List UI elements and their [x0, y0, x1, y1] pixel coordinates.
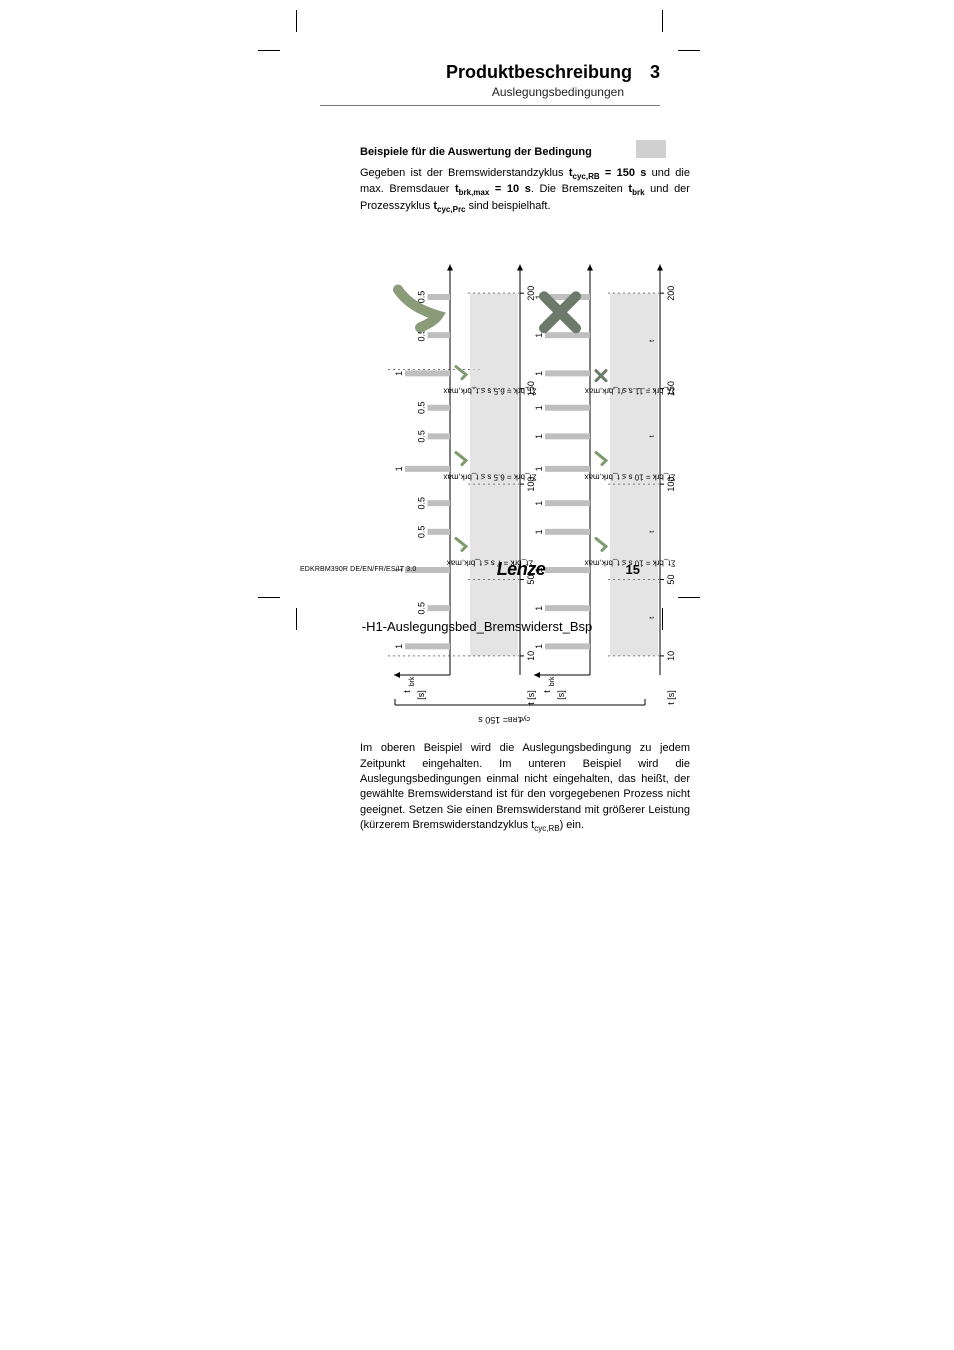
svg-text:0.5: 0.5: [417, 291, 427, 304]
svg-text:Σt_brk = 11 s ≰ t_brk,max: Σt_brk = 11 s ≰ t_brk,max: [585, 387, 675, 396]
svg-text:0.5: 0.5: [417, 526, 427, 539]
header-subtitle: Auslegungsbedingungen: [320, 85, 624, 99]
intro-paragraph: Gegeben ist der Bremswiderstandzyklus tc…: [360, 166, 690, 215]
svg-text:Σt_brk = 6.5 s ≤ t_brk,max: Σt_brk = 6.5 s ≤ t_brk,max: [443, 473, 536, 482]
svg-text:t [s]: t [s]: [666, 690, 676, 705]
value: = 150 s: [600, 167, 647, 179]
svg-text:t: t: [649, 531, 656, 533]
svg-text:1: 1: [534, 333, 544, 338]
chapter-number: 3: [650, 62, 660, 83]
text: sind beispielhaft.: [466, 200, 551, 212]
svg-text:brk: brk: [549, 676, 556, 686]
svg-text:[s]: [s]: [416, 690, 426, 700]
crop-mark: [662, 10, 663, 32]
svg-text:Σt_brk = 6.5 s ≤ t_brk,max: Σt_brk = 6.5 s ≤ t_brk,max: [443, 387, 536, 396]
subscript: cyc,Prc: [437, 205, 465, 214]
main-content: Beispiele für die Auswertung der Bedingu…: [360, 146, 690, 834]
page: Produktbeschreibung 3 Auslegungsbedingun…: [0, 0, 954, 880]
subscript: brk: [632, 189, 644, 198]
svg-text:0.5: 0.5: [417, 497, 427, 510]
document-id: EDKRBM390R DE/EN/FR/ES/IT 3.0: [300, 566, 416, 573]
page-footer: EDKRBM390R DE/EN/FR/ES/IT 3.0 Lenze 15: [300, 559, 640, 580]
svg-text:1: 1: [534, 405, 544, 410]
svg-text:0.5: 0.5: [417, 602, 427, 615]
svg-text:= 150 s: = 150 s: [478, 715, 508, 725]
brand-logo: Lenze: [497, 559, 546, 580]
crop-mark: [678, 50, 700, 51]
slug-line: -H1-Auslegungsbed_Bremswiderst_Bsp: [0, 619, 954, 634]
thumb-tab: [636, 140, 666, 158]
svg-text:1: 1: [534, 606, 544, 611]
svg-text:t: t: [402, 690, 412, 693]
svg-text:t [s]: t [s]: [526, 690, 536, 705]
text: Gegeben ist der Bremswiderstandzyklus: [360, 167, 569, 179]
subscript: brk,max: [459, 189, 490, 198]
svg-text:200: 200: [666, 286, 676, 301]
crop-mark: [678, 597, 700, 598]
svg-text:10: 10: [526, 651, 536, 661]
subscript: cyc,RB: [534, 824, 559, 833]
page-number: 15: [626, 562, 640, 577]
text: . Die Bremszeiten: [531, 183, 629, 195]
explanation-paragraph: Im oberen Beispiel wird die Auslegungsbe…: [360, 741, 690, 834]
svg-text:0.5: 0.5: [417, 430, 427, 443]
svg-text:1: 1: [534, 501, 544, 506]
svg-text:1: 1: [534, 644, 544, 649]
svg-text:brk: brk: [409, 676, 416, 686]
chart-svg: tcyc,RB = 150 s10.510.50.510.50.510.50.5…: [360, 225, 680, 725]
svg-text:t: t: [649, 435, 656, 437]
svg-text:cyc,RB: cyc,RB: [508, 715, 531, 722]
svg-text:1: 1: [394, 371, 404, 376]
svg-text:1: 1: [534, 434, 544, 439]
svg-text:t: t: [649, 340, 656, 342]
svg-text:[s]: [s]: [556, 690, 566, 700]
text: Im oberen Beispiel wird die Auslegungsbe…: [360, 742, 690, 831]
page-header: Produktbeschreibung 3 Auslegungsbedingun…: [320, 62, 660, 106]
svg-text:1: 1: [394, 466, 404, 471]
svg-text:1: 1: [534, 529, 544, 534]
crop-mark: [258, 50, 280, 51]
svg-text:10: 10: [666, 651, 676, 661]
svg-text:1: 1: [534, 371, 544, 376]
subscript: cyc,RB: [573, 172, 600, 181]
header-title: Produktbeschreibung: [446, 62, 632, 83]
value: = 10 s: [489, 183, 531, 195]
timing-diagram-chart: tcyc,RB = 150 s10.510.50.510.50.510.50.5…: [360, 225, 680, 725]
text: ) ein.: [560, 819, 584, 831]
svg-text:t: t: [542, 690, 552, 693]
svg-text:Σt_brk = 10 s ≤ t_brk,max: Σt_brk = 10 s ≤ t_brk,max: [585, 473, 676, 482]
svg-text:1: 1: [534, 466, 544, 471]
svg-text:0.5: 0.5: [417, 402, 427, 415]
svg-text:1: 1: [394, 644, 404, 649]
crop-mark: [258, 597, 280, 598]
svg-text:50: 50: [666, 575, 676, 585]
crop-mark: [296, 10, 297, 32]
